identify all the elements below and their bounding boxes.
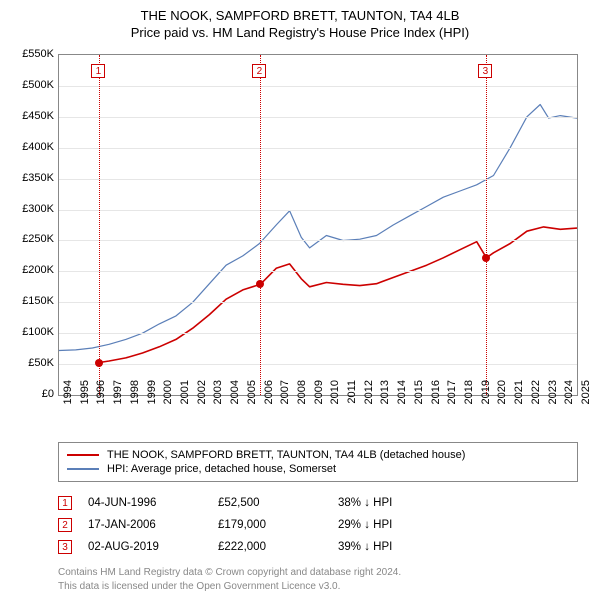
x-axis-label: 2023: [547, 380, 559, 416]
x-axis-label: 2021: [513, 380, 525, 416]
footer-line: Contains HM Land Registry data © Crown c…: [58, 566, 578, 580]
x-axis-label: 1994: [62, 380, 74, 416]
x-axis-label: 2017: [446, 380, 458, 416]
marker-badge: 1: [91, 64, 105, 78]
marker-badge: 3: [58, 540, 72, 554]
legend-row: THE NOOK, SAMPFORD BRETT, TAUNTON, TA4 4…: [67, 448, 569, 462]
x-axis-label: 2009: [313, 380, 325, 416]
x-axis-label: 1999: [146, 380, 158, 416]
y-axis-label: £350K: [4, 172, 54, 184]
table-row: 1 04-JUN-1996 £52,500 38% ↓ HPI: [58, 492, 578, 514]
legend: THE NOOK, SAMPFORD BRETT, TAUNTON, TA4 4…: [58, 442, 578, 482]
y-axis-label: £400K: [4, 141, 54, 153]
sale-date: 04-JUN-1996: [88, 497, 218, 509]
y-axis-label: £150K: [4, 295, 54, 307]
sale-delta: 39% ↓ HPI: [338, 541, 458, 553]
x-axis-label: 2003: [212, 380, 224, 416]
sale-price: £179,000: [218, 519, 338, 531]
legend-swatch-red: [67, 454, 99, 456]
gridline: [59, 117, 577, 118]
price-paid-line: [99, 227, 577, 363]
x-axis-label: 1997: [112, 380, 124, 416]
hpi-line: [59, 105, 577, 351]
sale-price: £52,500: [218, 497, 338, 509]
x-axis-label: 2020: [496, 380, 508, 416]
x-axis-label: 2014: [396, 380, 408, 416]
gridline: [59, 333, 577, 334]
gridline: [59, 240, 577, 241]
x-axis-label: 2005: [246, 380, 258, 416]
x-axis-label: 2001: [179, 380, 191, 416]
legend-row: HPI: Average price, detached house, Some…: [67, 462, 569, 476]
sale-date: 17-JAN-2006: [88, 519, 218, 531]
table-row: 2 17-JAN-2006 £179,000 29% ↓ HPI: [58, 514, 578, 536]
x-axis-label: 2008: [296, 380, 308, 416]
x-axis-label: 2015: [413, 380, 425, 416]
sale-price: £222,000: [218, 541, 338, 553]
plot-region: [58, 54, 578, 396]
chart-area: £0 £50K £100K £150K £200K £250K £300K £350K £400…: [0, 46, 600, 436]
y-axis-label: £450K: [4, 110, 54, 122]
y-axis-label: £100K: [4, 326, 54, 338]
gridline: [59, 148, 577, 149]
marker-dot: [482, 254, 490, 262]
x-axis-label: 2007: [279, 380, 291, 416]
marker-badge: 3: [478, 64, 492, 78]
x-axis-label: 2000: [162, 380, 174, 416]
marker-badge: 2: [252, 64, 266, 78]
x-axis-label: 2004: [229, 380, 241, 416]
sale-delta: 38% ↓ HPI: [338, 497, 458, 509]
x-axis-label: 2010: [329, 380, 341, 416]
y-axis-label: £200K: [4, 264, 54, 276]
x-axis-label: 2012: [363, 380, 375, 416]
chart-title-1: THE NOOK, SAMPFORD BRETT, TAUNTON, TA4 4…: [0, 8, 600, 23]
marker-badge: 2: [58, 518, 72, 532]
x-axis-label: 1995: [79, 380, 91, 416]
x-axis-label: 2006: [263, 380, 275, 416]
footer-attribution: Contains HM Land Registry data © Crown c…: [58, 566, 578, 593]
x-axis-label: 2011: [346, 380, 358, 416]
table-row: 3 02-AUG-2019 £222,000 39% ↓ HPI: [58, 536, 578, 558]
x-axis-label: 1998: [129, 380, 141, 416]
y-axis-label: £550K: [4, 48, 54, 60]
footer-line: This data is licensed under the Open Gov…: [58, 580, 578, 593]
marker-guideline: [99, 55, 100, 395]
gridline: [59, 271, 577, 272]
y-axis-label: £500K: [4, 79, 54, 91]
marker-dot: [256, 280, 264, 288]
y-axis-label: £300K: [4, 203, 54, 215]
marker-badge: 1: [58, 496, 72, 510]
gridline: [59, 210, 577, 211]
gridline: [59, 302, 577, 303]
x-axis-label: 1996: [95, 380, 107, 416]
legend-swatch-blue: [67, 468, 99, 470]
gridline: [59, 364, 577, 365]
x-axis-label: 2016: [430, 380, 442, 416]
x-axis-label: 2013: [379, 380, 391, 416]
y-axis-label: £0: [4, 388, 54, 400]
sale-date: 02-AUG-2019: [88, 541, 218, 553]
sale-delta: 29% ↓ HPI: [338, 519, 458, 531]
legend-label: THE NOOK, SAMPFORD BRETT, TAUNTON, TA4 4…: [107, 449, 465, 461]
chart-title-2: Price paid vs. HM Land Registry's House …: [0, 25, 600, 40]
y-axis-label: £250K: [4, 233, 54, 245]
x-axis-label: 2018: [463, 380, 475, 416]
x-axis-label: 2024: [563, 380, 575, 416]
gridline: [59, 179, 577, 180]
x-axis-label: 2019: [480, 380, 492, 416]
marker-guideline: [486, 55, 487, 395]
x-axis-label: 2022: [530, 380, 542, 416]
chart-svg: [59, 55, 577, 395]
sales-table: 1 04-JUN-1996 £52,500 38% ↓ HPI 2 17-JAN…: [58, 492, 578, 558]
marker-guideline: [260, 55, 261, 395]
gridline: [59, 86, 577, 87]
y-axis-label: £50K: [4, 357, 54, 369]
x-axis-label: 2025: [580, 380, 592, 416]
legend-label: HPI: Average price, detached house, Some…: [107, 463, 336, 475]
x-axis-label: 2002: [196, 380, 208, 416]
marker-dot: [95, 359, 103, 367]
